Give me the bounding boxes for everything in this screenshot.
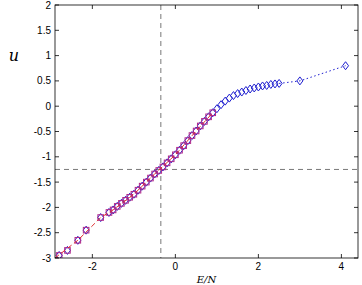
x-tick-label: -2	[88, 261, 97, 272]
x-tick-label: 2	[256, 261, 262, 272]
y-tick-label: 2	[45, 0, 51, 11]
y-tick-right	[354, 258, 358, 259]
x-tick	[341, 254, 342, 258]
y-tick-label: -2.5	[34, 227, 52, 238]
y-tick	[55, 106, 59, 107]
y-tick	[55, 258, 59, 259]
y-tick-right	[354, 30, 358, 31]
x-tick-top	[175, 5, 176, 9]
y-tick-label: 1	[45, 50, 51, 61]
diamond-marker	[226, 94, 232, 102]
y-tick	[55, 207, 59, 208]
y-tick-right	[354, 5, 358, 6]
y-tick	[55, 5, 59, 6]
y-tick-label: 1.5	[37, 25, 51, 36]
y-tick	[55, 182, 59, 183]
diamond-marker	[143, 178, 149, 186]
diamond-marker	[276, 79, 282, 87]
y-tick-right	[354, 207, 358, 208]
line-dotted	[279, 66, 345, 84]
x-tick-label: 4	[339, 261, 345, 272]
y-tick-label: -2	[42, 202, 51, 213]
y-tick-label: -3	[42, 253, 51, 264]
y-tick-label: -0.5	[34, 126, 52, 137]
x-tick-label: 0	[173, 261, 179, 272]
vline	[160, 5, 161, 258]
x-tick-top	[258, 5, 259, 9]
frame	[55, 5, 358, 258]
y-tick-right	[354, 232, 358, 233]
line-dashed	[55, 113, 213, 258]
y-tick-label: -1	[42, 151, 51, 162]
y-axis-label: u	[9, 46, 19, 65]
x-axis-label: E/N	[196, 274, 218, 285]
y-tick	[55, 30, 59, 31]
y-tick-right	[354, 131, 358, 132]
y-tick-right	[354, 156, 358, 157]
y-tick-label: 0	[45, 101, 51, 112]
y-tick-right	[354, 55, 358, 56]
y-tick-label: 0.5	[37, 75, 51, 86]
x-tick-top	[341, 5, 342, 9]
x-tick	[175, 254, 176, 258]
chart: -2 0 2 4 -3 -2.5 -2 -1.5 -1 -0.5 0 0.5 1 1.5 2 E/N u	[0, 0, 362, 285]
y-tick-right	[354, 182, 358, 183]
diamond-marker	[222, 97, 228, 105]
x-tick	[92, 254, 93, 258]
y-tick	[55, 80, 59, 81]
x-tick-top	[92, 5, 93, 9]
y-tick-label: -1.5	[34, 177, 52, 188]
y-tick	[55, 232, 59, 233]
y-tick	[55, 156, 59, 157]
y-tick-right	[354, 80, 358, 81]
x-tick	[258, 254, 259, 258]
y-tick	[55, 55, 59, 56]
hline	[55, 169, 358, 170]
reference-lines	[55, 5, 358, 258]
y-tick-right	[354, 106, 358, 107]
plot-area	[55, 62, 349, 258]
y-tick	[55, 131, 59, 132]
